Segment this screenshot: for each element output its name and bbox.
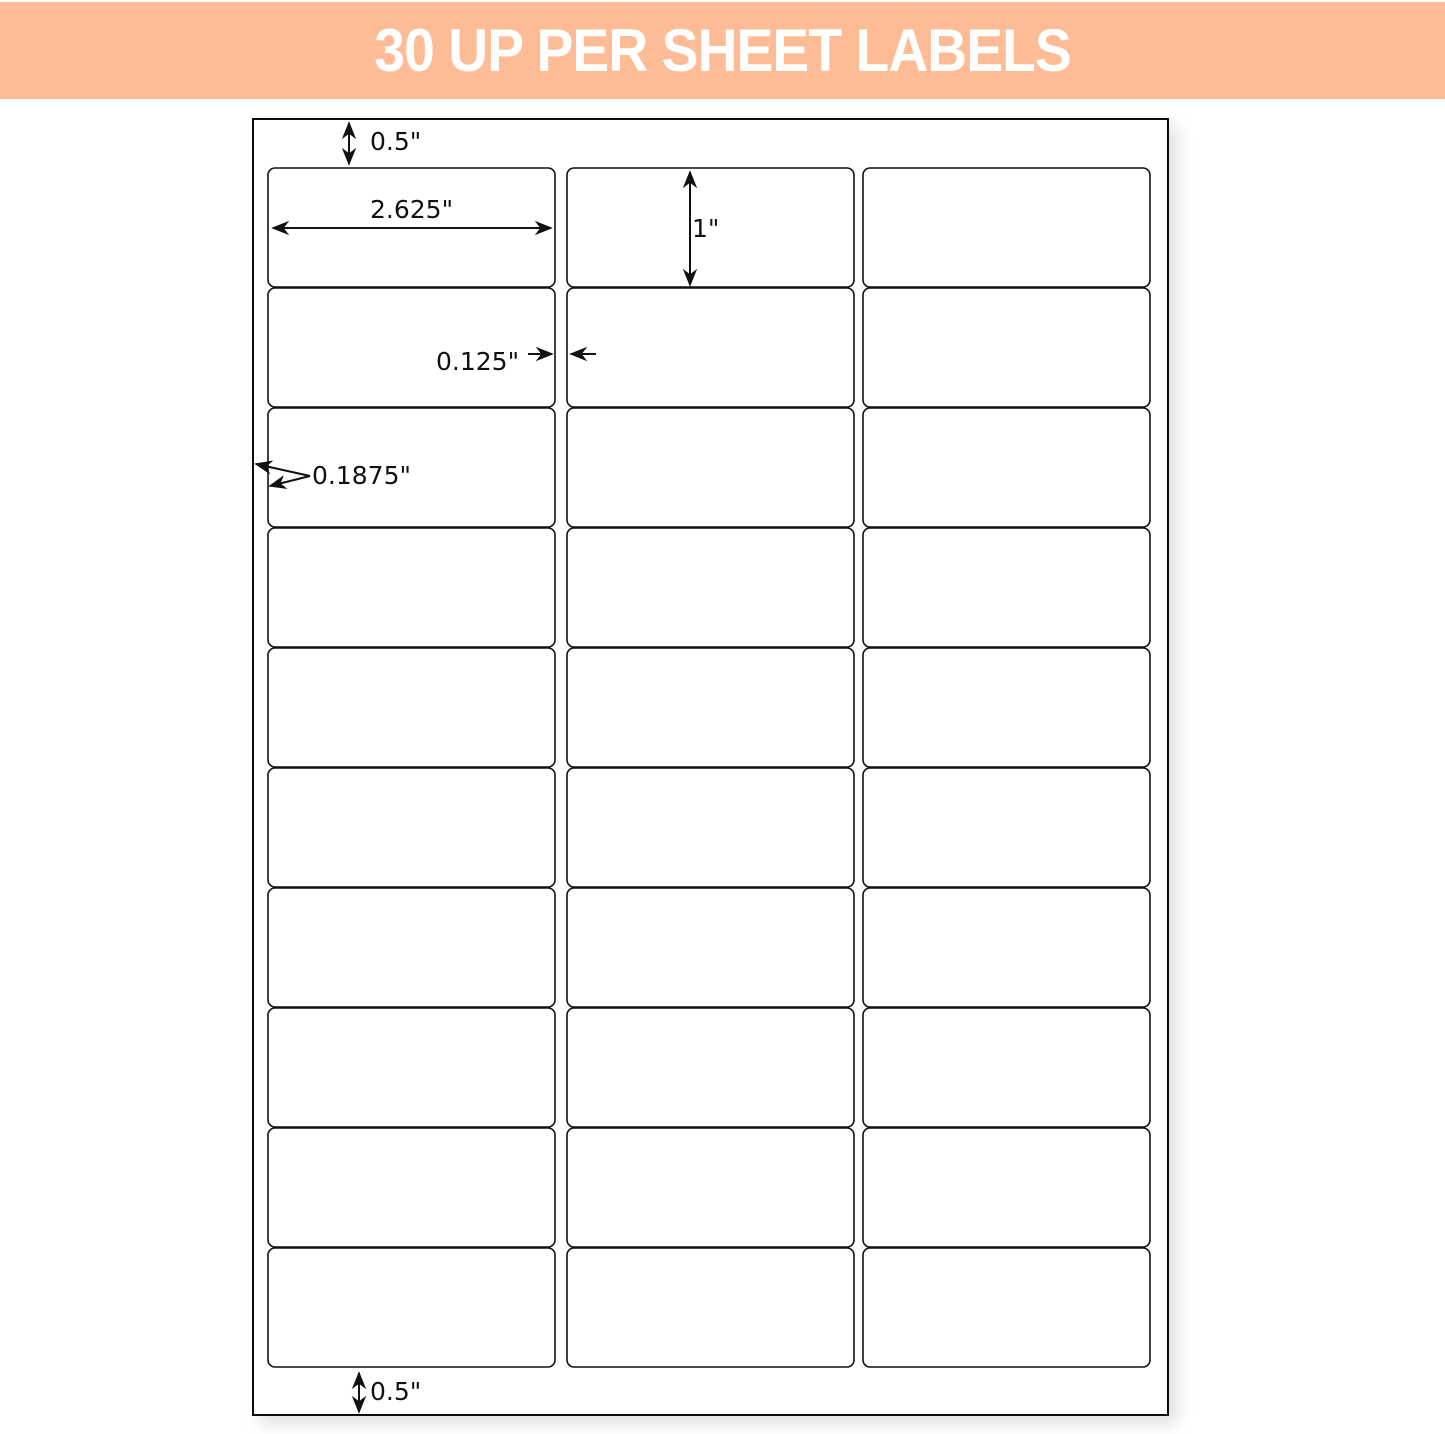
label-cell (862, 287, 1151, 408)
label-cell (862, 1007, 1151, 1128)
bottom-margin-label: 0.5" (370, 1377, 421, 1406)
label-cell (267, 527, 556, 648)
label-cell (862, 887, 1151, 1008)
label-cell (862, 767, 1151, 888)
labels-grid (267, 167, 1151, 1368)
top-margin-label: 0.5" (370, 127, 421, 156)
label-cell (862, 1127, 1151, 1248)
label-cell (267, 767, 556, 888)
side-margin-label: 0.1875" (312, 461, 411, 490)
label-cell (862, 647, 1151, 768)
label-cell (566, 887, 855, 1008)
label-width-label: 2.625" (370, 195, 453, 224)
label-cell (267, 1007, 556, 1128)
label-cell (566, 767, 855, 888)
label-cell (862, 1247, 1151, 1368)
label-cell (267, 647, 556, 768)
label-cell (267, 287, 556, 408)
label-cell (862, 167, 1151, 288)
label-cell (267, 887, 556, 1008)
side-margin-arrow-2 (268, 475, 311, 490)
label-height-label: 1" (692, 214, 719, 243)
title-banner: 30 UP PER SHEET LABELS (0, 2, 1445, 99)
label-cell (862, 407, 1151, 528)
label-cell (566, 527, 855, 648)
label-cell (566, 167, 855, 288)
label-cell (566, 407, 855, 528)
page-title: 30 UP PER SHEET LABELS (374, 17, 1071, 84)
label-cell (566, 647, 855, 768)
label-cell (566, 287, 855, 408)
label-cell (862, 527, 1151, 648)
label-cell (267, 1247, 556, 1368)
label-cell (267, 1127, 556, 1248)
label-cell (566, 1247, 855, 1368)
side-margin-arrow-1 (254, 460, 311, 477)
column-gap-label: 0.125" (436, 347, 519, 376)
label-cell (566, 1007, 855, 1128)
label-cell (566, 1127, 855, 1248)
